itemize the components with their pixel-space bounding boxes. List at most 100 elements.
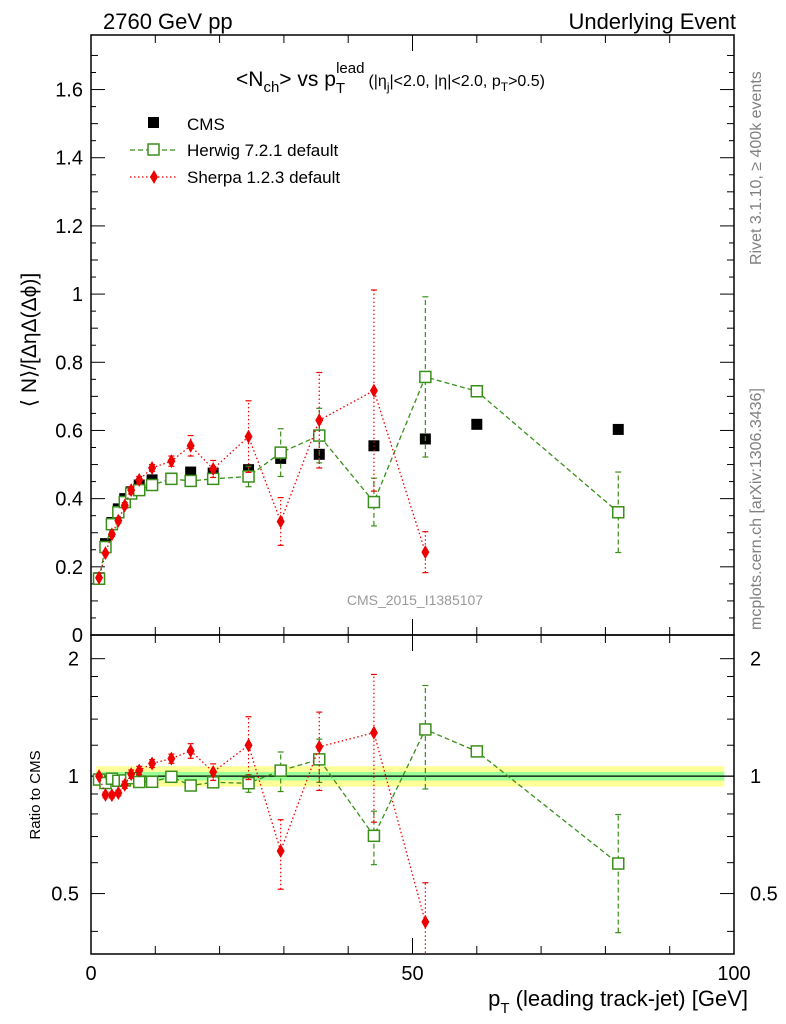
sherpa-ratio-point xyxy=(421,914,430,929)
herwig-ratio-point xyxy=(242,776,255,790)
herwig-ratio-point xyxy=(367,829,381,843)
herwig-ratio-point xyxy=(313,753,326,766)
title-cut1-sub: j xyxy=(386,80,390,94)
sherpa-point xyxy=(95,570,104,585)
x-tick-label: 100 xyxy=(717,963,750,985)
y-tick-label: 1.4 xyxy=(55,148,83,170)
y-tick-label: 1 xyxy=(72,284,83,306)
chart-title: <Nch> vs pTlead(|ηj|<2.0, |η|<2.0, pT>0.… xyxy=(236,60,545,97)
sherpa-point xyxy=(135,472,144,487)
sherpa-point xyxy=(127,483,136,498)
x-tick-label: 0 xyxy=(85,963,96,985)
ratio-plot-frame xyxy=(90,634,735,955)
y-tick-label: 0.8 xyxy=(55,352,83,374)
title-pt-sup: lead xyxy=(336,60,364,77)
x-label-sub: T xyxy=(500,1000,509,1017)
cms-point xyxy=(471,418,483,430)
ratio-data-layer xyxy=(92,673,625,954)
y-axis-label: ⟨ N⟩/[ΔηΔ(Δϕ)] xyxy=(18,273,41,407)
x-label-rest: (leading track-jet) [GeV] xyxy=(510,986,748,1011)
herwig-ratio-point xyxy=(145,775,159,789)
y-tick-label: 0.4 xyxy=(55,489,83,511)
mcplots-label: mcplots.cern.ch [arXiv:1306.3436] xyxy=(748,388,765,630)
title-cut2-sub: T xyxy=(501,80,509,94)
title-cut2: |<2.0, |η|<2.0, p xyxy=(390,73,501,90)
sherpa-point xyxy=(114,513,123,528)
ratio-y-tick-label: 2 xyxy=(68,649,79,671)
title-nch: <N xyxy=(236,68,263,91)
legend-herwig-label: Herwig 7.2.1 default xyxy=(187,141,338,160)
sherpa-ratio-point xyxy=(209,764,218,779)
herwig-ratio-point xyxy=(165,770,178,784)
herwig-point xyxy=(612,506,625,519)
sherpa-point xyxy=(101,546,110,561)
herwig-point xyxy=(274,446,287,459)
cms-point xyxy=(612,423,624,435)
y-tick-label: 0 xyxy=(72,625,83,647)
sherpa-ratio-point xyxy=(369,725,378,740)
herwig-point xyxy=(184,474,197,488)
legend-cms-label: CMS xyxy=(187,115,225,134)
herwig-point xyxy=(165,472,178,486)
sherpa-point xyxy=(107,527,116,542)
ratio-y-tick-label-right: 1 xyxy=(750,766,761,788)
herwig-point xyxy=(367,495,381,509)
sherpa-ratio-point xyxy=(315,739,324,754)
sherpa-point xyxy=(120,498,129,513)
cms-point xyxy=(185,466,197,478)
sherpa-point xyxy=(421,545,430,560)
y-tick-label: 1.6 xyxy=(55,80,83,102)
y-tick-label: 0.6 xyxy=(55,420,83,442)
legend-herwig-marker xyxy=(147,143,160,156)
sherpa-point xyxy=(167,454,176,469)
herwig-ratio-point xyxy=(419,723,432,736)
title-nch-sub: ch xyxy=(263,79,279,96)
legend-sherpa-marker xyxy=(150,170,158,184)
legend-cms-marker xyxy=(148,117,159,128)
sherpa-point xyxy=(209,461,218,476)
ratio-y-tick-label: 0.5 xyxy=(51,884,79,906)
x-tick-label: 50 xyxy=(401,963,423,985)
sherpa-point xyxy=(369,383,378,398)
ratio-y-tick-label-right: 2 xyxy=(750,649,761,671)
herwig-ratio-point xyxy=(612,857,625,870)
herwig-point xyxy=(419,370,432,384)
main-y-tick-labels: 0 0.2 0.4 0.6 0.8 1 1.2 1.4 1.6 xyxy=(55,80,83,647)
sherpa-ratio-point xyxy=(135,763,144,778)
sherpa-ratio-point xyxy=(186,743,195,758)
analysis-label: CMS_2015_I1385107 xyxy=(347,592,483,608)
ratio-y-axis-label: Ratio to CMS xyxy=(27,750,44,839)
axis-ticks xyxy=(90,35,735,954)
sherpa-ratio-point xyxy=(95,769,104,784)
sherpa-ratio-point xyxy=(114,786,123,801)
herwig-ratio-point xyxy=(470,745,484,758)
legend: CMS Herwig 7.2.1 default Sherpa 1.2.3 de… xyxy=(130,115,340,187)
sherpa-ratio-point xyxy=(127,767,136,782)
herwig-point xyxy=(145,478,159,492)
title-cut1: (|η xyxy=(368,73,386,90)
sherpa-ratio-point xyxy=(107,788,116,803)
sherpa-point xyxy=(276,514,285,529)
sherpa-ratio-line xyxy=(98,731,426,923)
y-tick-label: 1.2 xyxy=(55,216,83,238)
sherpa-line xyxy=(98,389,426,578)
sherpa-ratio-point xyxy=(167,751,176,766)
herwig-ratio-line xyxy=(98,728,619,865)
herwig-ratio-point xyxy=(184,779,197,792)
herwig-point xyxy=(470,385,484,398)
sherpa-point xyxy=(315,413,324,428)
legend-sherpa-label: Sherpa 1.2.3 default xyxy=(187,168,340,187)
sherpa-ratio-point xyxy=(148,756,157,771)
sherpa-point xyxy=(186,438,195,453)
x-label-p: p xyxy=(488,986,500,1011)
ratio-y-tick-label-right: 0.5 xyxy=(750,884,778,906)
header-left: 2760 GeV pp xyxy=(103,9,233,34)
ratio-y-tick-label: 1 xyxy=(68,766,79,788)
sherpa-ratio-point xyxy=(276,843,285,858)
x-tick-labels: 0 50 100 xyxy=(85,963,750,985)
sherpa-ratio-point xyxy=(101,787,110,802)
sherpa-point xyxy=(148,460,157,475)
title-pt-sub: T xyxy=(336,80,345,97)
herwig-ratio-point xyxy=(274,764,287,777)
